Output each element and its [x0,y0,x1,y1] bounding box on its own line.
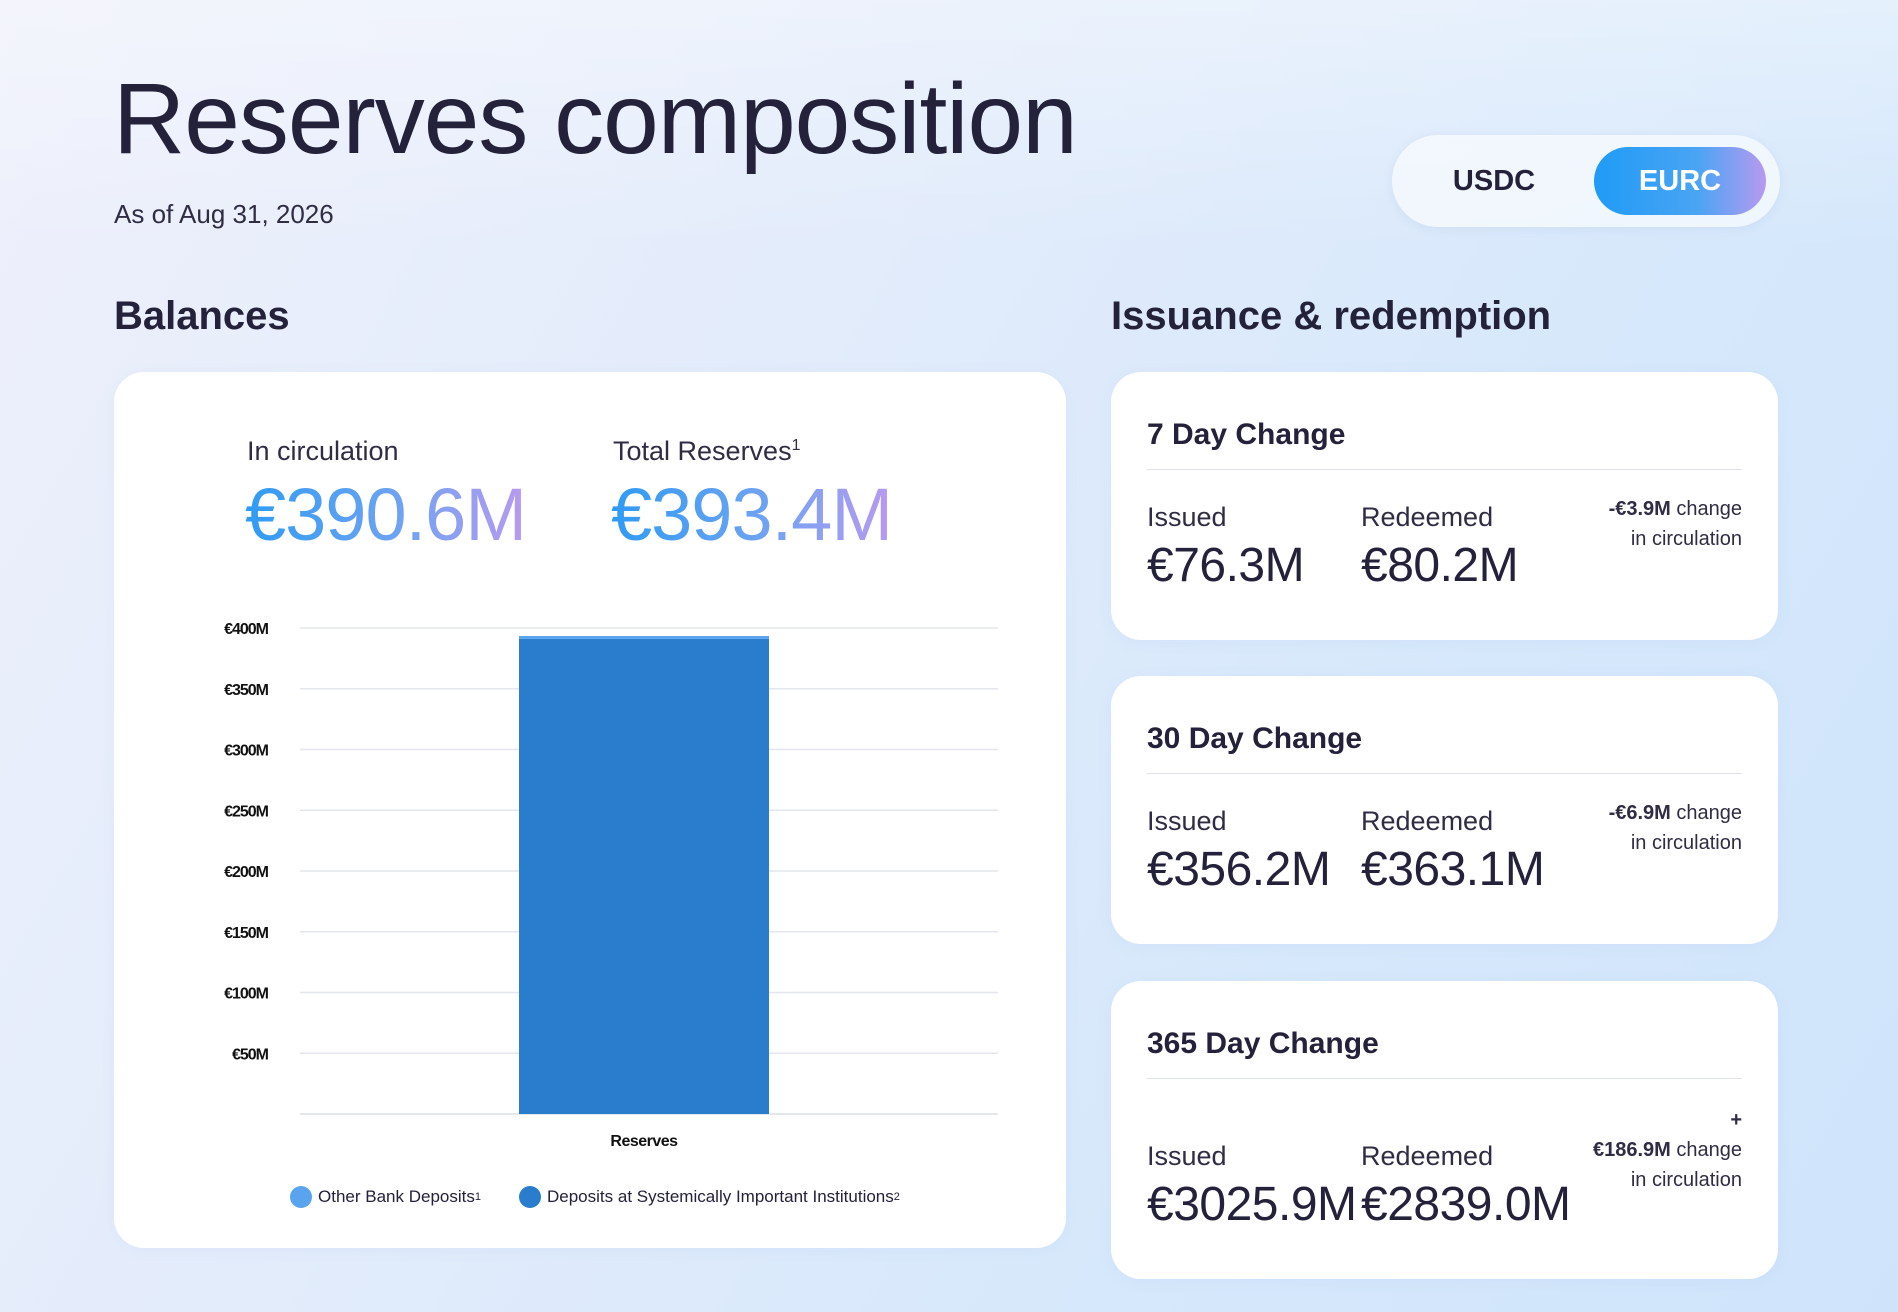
divider [1147,773,1742,774]
divider [1147,1078,1742,1079]
page-title: Reserves composition [113,63,1078,175]
change-sign: + [1730,1109,1742,1131]
redeemed-label: Redeemed [1361,806,1494,836]
legend-item-other-bank-deposits[interactable]: Other Bank Deposits 1 [290,1186,481,1208]
y-tick-label: €100M [224,986,269,1003]
y-tick-label: €250M [224,803,269,820]
as-of-date: As of Aug 31, 2026 [114,199,334,229]
redeemed-label: Redeemed [1361,502,1494,532]
legend-label: Other Bank Deposits [318,1187,475,1206]
issued-label: Issued [1147,806,1227,836]
legend-footnote: 2 [893,1191,900,1203]
y-tick-label: €400M [224,621,269,638]
bar-segment [519,638,769,1114]
total-reserves-value: €393.4M [611,473,893,556]
issued-label: Issued [1147,1141,1227,1171]
in-circulation-value: €390.6M [245,473,527,556]
y-tick-label: €200M [224,864,269,881]
legend-item-systemic-deposits[interactable]: Deposits at Systemically Important Insti… [519,1186,900,1208]
change-amount: -€6.9M [1608,802,1671,824]
change-card-30-day: 30 Day Change Issued €356.2M Redeemed €3… [1111,676,1778,944]
legend-label: Deposits at Systemically Important Insti… [547,1187,894,1206]
redeemed-label: Redeemed [1361,1141,1494,1171]
y-tick-label: €350M [224,682,269,699]
bar-segment [519,636,769,639]
change-amount: €186.9M [1592,1139,1671,1161]
issuance-section-title: Issuance & redemption [1111,294,1552,338]
divider [1147,469,1742,470]
reserves-bar-chart: €50M €100M €150M €200M €250M €300M €350M €400M R… [224,621,998,1150]
y-tick-label: €300M [224,743,269,760]
total-reserves-footnote: 1 [791,437,801,454]
y-tick-label: €50M [232,1046,269,1063]
toggle-eurc-button[interactable]: EURC [1594,147,1766,215]
circulation-change-note: + €186.9M change in circulation [1592,1109,1742,1191]
legend-dot-icon [290,1186,312,1208]
issued-value: €356.2M [1147,843,1331,896]
redeemed-value: €2839.0M [1361,1178,1571,1231]
change-card-title: 365 Day Change [1147,1027,1379,1060]
currency-toggle: USDC EURC [1392,135,1780,227]
issued-value: €76.3M [1147,539,1305,592]
total-reserves-label: Total Reserves1 [613,436,801,466]
circulation-change-note: -€3.9M change in circulation [1608,498,1742,550]
redeemed-value: €80.2M [1361,539,1519,592]
in-circulation-label: In circulation [247,436,399,466]
issued-value: €3025.9M [1147,1178,1357,1231]
change-card-title: 7 Day Change [1147,418,1346,451]
redeemed-value: €363.1M [1361,843,1545,896]
y-tick-label: €150M [224,925,269,942]
toggle-usdc-button[interactable]: USDC [1452,164,1536,197]
change-card-title: 30 Day Change [1147,722,1363,755]
issued-label: Issued [1147,502,1227,532]
legend-footnote: 1 [474,1191,481,1203]
change-card-7-day: 7 Day Change Issued €76.3M Redeemed €80.… [1111,372,1778,640]
legend-dot-icon [519,1186,541,1208]
change-amount: -€3.9M [1608,498,1671,520]
balances-section-title: Balances [114,294,290,338]
balances-card: In circulation €390.6M Total Reserves1 €… [114,372,1066,1248]
x-category-label: Reserves [610,1133,678,1150]
change-card-365-day: 365 Day Change Issued €3025.9M Redeemed … [1111,981,1778,1279]
circulation-change-note: -€6.9M change in circulation [1608,802,1742,854]
